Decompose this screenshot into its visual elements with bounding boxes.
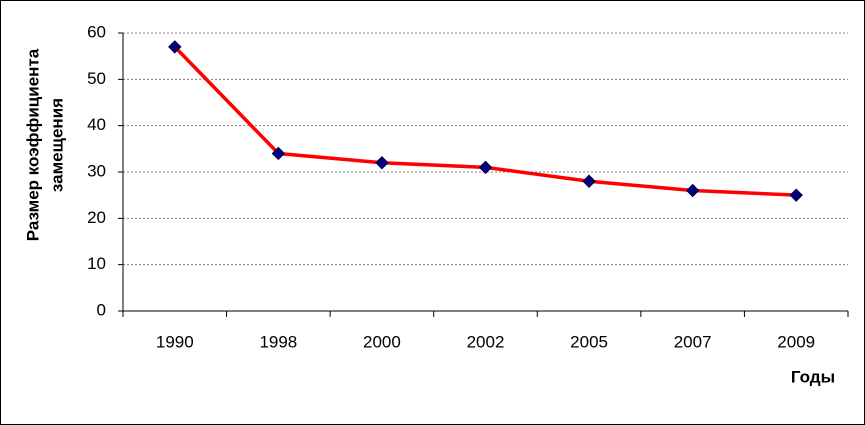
y-tick-label: 30 <box>87 161 106 180</box>
marker <box>271 146 286 161</box>
y-axis-label: Размер коэффициента <box>23 48 42 241</box>
marker <box>375 156 389 170</box>
x-tick-label: 2002 <box>467 332 505 351</box>
marker <box>168 40 182 54</box>
x-tick-label: 2005 <box>570 332 608 351</box>
y-tick-label: 10 <box>87 254 106 273</box>
y-axis-label: замещения <box>47 98 66 192</box>
marker <box>685 183 700 198</box>
x-tick-label: 2000 <box>363 332 401 351</box>
x-axis-label: Годы <box>791 367 835 386</box>
y-tick-label: 60 <box>87 22 106 41</box>
marker <box>582 174 596 188</box>
x-tick-label: 1998 <box>259 332 297 351</box>
y-tick-label: 40 <box>87 115 106 134</box>
y-tick-label: 0 <box>97 300 106 319</box>
marker <box>789 188 803 202</box>
x-tick-label: 1990 <box>156 332 194 351</box>
x-tick-label: 2007 <box>674 332 712 351</box>
marker <box>478 160 493 175</box>
y-tick-label: 20 <box>87 208 106 227</box>
x-tick-label: 2009 <box>777 332 815 351</box>
y-tick-label: 50 <box>87 69 106 88</box>
